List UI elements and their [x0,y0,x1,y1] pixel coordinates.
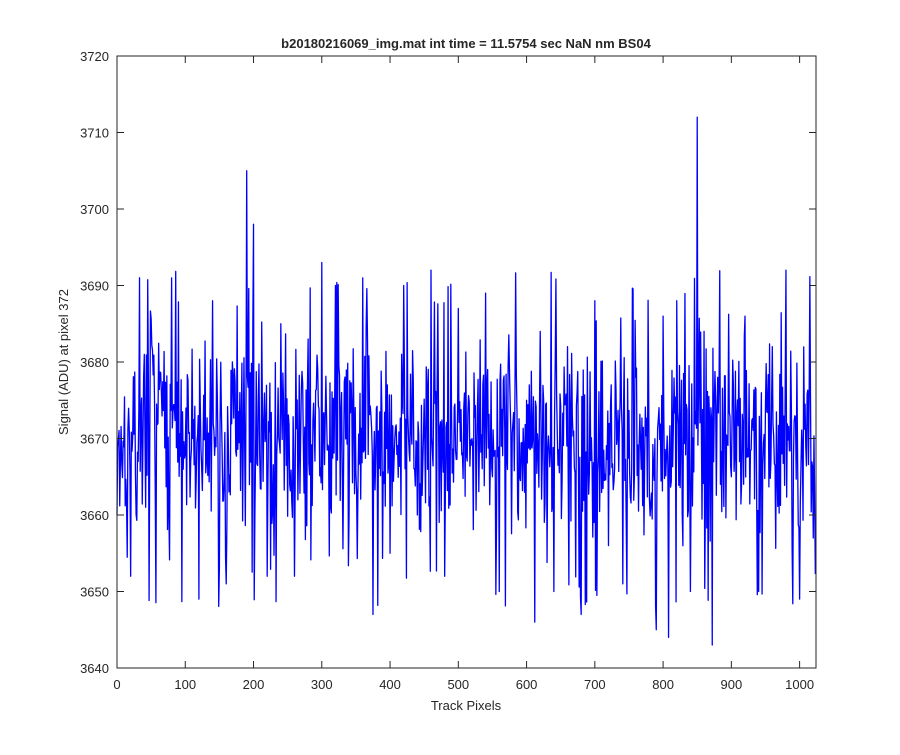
y-tick-label: 3700 [80,202,109,217]
x-tick-label: 500 [447,677,469,692]
chart-title: b20180216069_img.mat int time = 11.5754 … [281,36,651,51]
x-tick-label: 1000 [785,677,814,692]
x-tick-label: 700 [584,677,606,692]
y-tick-label: 3680 [80,355,109,370]
x-tick-label: 800 [652,677,674,692]
y-tick-label: 3650 [80,585,109,600]
y-tick-label: 3660 [80,508,109,523]
x-tick-label: 200 [243,677,265,692]
x-tick-label: 600 [516,677,538,692]
y-tick-label: 3670 [80,432,109,447]
y-tick-label: 3720 [80,49,109,64]
y-tick-label: 3710 [80,126,109,141]
x-tick-label: 0 [113,677,120,692]
data-series-line [116,116,816,646]
x-tick-label: 900 [721,677,743,692]
y-tick-label: 3640 [80,661,109,676]
x-axis-label: Track Pixels [431,698,502,713]
x-tick-label: 300 [311,677,333,692]
y-axis-label: Signal (ADU) at pixel 372 [56,289,71,435]
y-tick-label: 3690 [80,279,109,294]
x-tick-label: 400 [379,677,401,692]
plot-area: 0 100 200 300 400 500 600 700 800 900 1000 3640 3650… [80,49,817,692]
x-tick-label: 100 [174,677,196,692]
